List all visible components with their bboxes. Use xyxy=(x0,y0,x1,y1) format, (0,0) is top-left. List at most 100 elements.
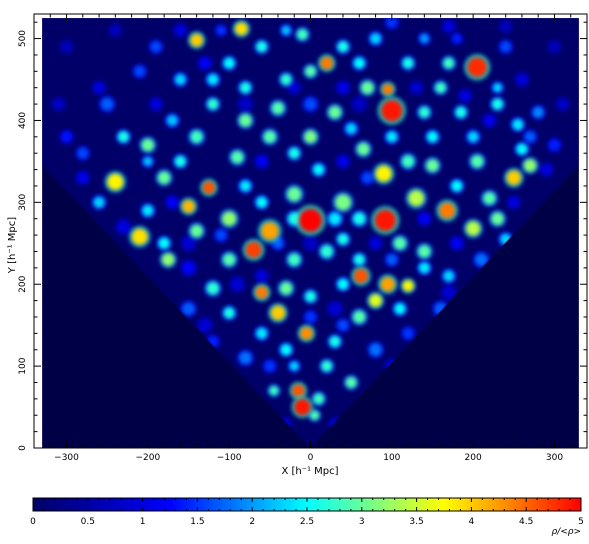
colorbar-tick-label: 0.5 xyxy=(81,517,95,527)
density-blob xyxy=(238,351,252,365)
density-blob xyxy=(303,97,318,111)
density-blob xyxy=(382,83,394,96)
density-blob xyxy=(402,327,414,340)
density-blob xyxy=(337,319,349,331)
density-blob xyxy=(256,155,268,168)
density-blob xyxy=(190,224,204,238)
density-blob xyxy=(158,237,170,250)
density-blob xyxy=(207,73,219,86)
density-blob xyxy=(289,361,300,372)
density-blob xyxy=(142,204,154,217)
density-blob xyxy=(337,81,349,94)
density-blob xyxy=(328,302,342,316)
density-blob xyxy=(52,98,65,110)
density-blob xyxy=(131,228,148,245)
density-blob xyxy=(369,294,383,308)
density-blob xyxy=(206,281,220,295)
density-blob xyxy=(299,326,313,340)
density-blob xyxy=(455,106,467,118)
density-blob xyxy=(491,212,505,226)
density-blob xyxy=(77,172,89,184)
x-axis-ticks: −300 −200 −100 0 100 200 300 xyxy=(33,14,588,463)
density-blob xyxy=(369,237,382,250)
colorbar-ticks: 0 0.5 1 1.5 2 2.5 3 3.5 4 4.5 5 xyxy=(30,498,584,527)
density-blob xyxy=(117,131,130,143)
density-blob xyxy=(77,147,89,159)
density-blob xyxy=(230,150,244,164)
density-blob xyxy=(512,118,524,131)
density-blob xyxy=(506,170,522,186)
density-blob xyxy=(334,194,352,211)
colorbar-tick-label: 2 xyxy=(249,517,255,527)
density-blob xyxy=(321,360,333,372)
density-blob xyxy=(288,147,300,159)
density-blob xyxy=(470,154,484,168)
colorbar-label: ρ/<ρ> xyxy=(551,527,581,537)
density-blob xyxy=(198,318,212,332)
colorbar-tick-label: 3.5 xyxy=(409,517,423,527)
density-blob xyxy=(142,156,153,167)
density-blob xyxy=(443,270,455,282)
density-blob xyxy=(353,57,365,69)
colorbar-tick-label: 4 xyxy=(469,517,475,527)
density-blob xyxy=(256,196,268,209)
density-blob xyxy=(467,131,479,143)
density-blob xyxy=(304,65,317,78)
density-blob xyxy=(166,114,178,127)
density-blob xyxy=(174,24,187,37)
density-blob xyxy=(221,211,237,227)
density-blob xyxy=(401,154,415,168)
density-blob xyxy=(524,131,536,143)
density-blob xyxy=(299,208,322,232)
density-blob xyxy=(352,97,366,111)
density-blob xyxy=(402,280,414,292)
density-blob xyxy=(328,212,342,226)
density-blob xyxy=(386,253,398,266)
colorbar-tick-label: 1.5 xyxy=(190,517,204,527)
density-blob xyxy=(223,57,235,69)
density-blob xyxy=(337,278,349,290)
colorbar-tick-label: 1 xyxy=(140,517,146,527)
density-blob xyxy=(320,244,334,259)
density-blob xyxy=(467,57,487,78)
density-blob xyxy=(474,253,488,267)
x-tick-label: −100 xyxy=(217,453,242,463)
density-blob xyxy=(202,181,216,195)
density-blob xyxy=(426,131,439,143)
density-blob xyxy=(312,163,325,176)
density-blob xyxy=(451,237,463,250)
density-blob xyxy=(356,142,370,156)
density-blob xyxy=(150,41,162,53)
y-tick-label: 400 xyxy=(18,112,28,129)
density-blob xyxy=(482,191,496,205)
density-blob xyxy=(239,81,252,94)
density-blob xyxy=(280,73,292,86)
density-blob xyxy=(182,302,196,316)
density-blob xyxy=(60,131,73,143)
density-blob xyxy=(238,97,252,111)
density-blob xyxy=(345,376,357,389)
density-blob xyxy=(256,270,268,282)
density-blob xyxy=(281,25,291,36)
density-blob xyxy=(425,158,439,173)
density-blob xyxy=(516,73,528,86)
density-blob xyxy=(410,81,422,94)
y-tick-label: 100 xyxy=(18,357,28,374)
density-blob xyxy=(337,155,349,168)
density-blob xyxy=(309,410,320,421)
density-blob xyxy=(345,122,357,135)
density-blob xyxy=(255,285,269,299)
density-blob xyxy=(369,343,383,357)
density-blob xyxy=(157,171,171,185)
density-blob xyxy=(499,20,512,33)
density-blob xyxy=(222,253,236,267)
density-blob xyxy=(230,277,244,291)
density-blob xyxy=(291,384,305,398)
y-tick-label: 500 xyxy=(18,30,28,47)
density-blobs xyxy=(42,18,579,449)
density-blob xyxy=(548,41,561,53)
density-blob xyxy=(540,163,553,176)
density-blob xyxy=(116,220,130,234)
density-blob xyxy=(264,360,276,372)
